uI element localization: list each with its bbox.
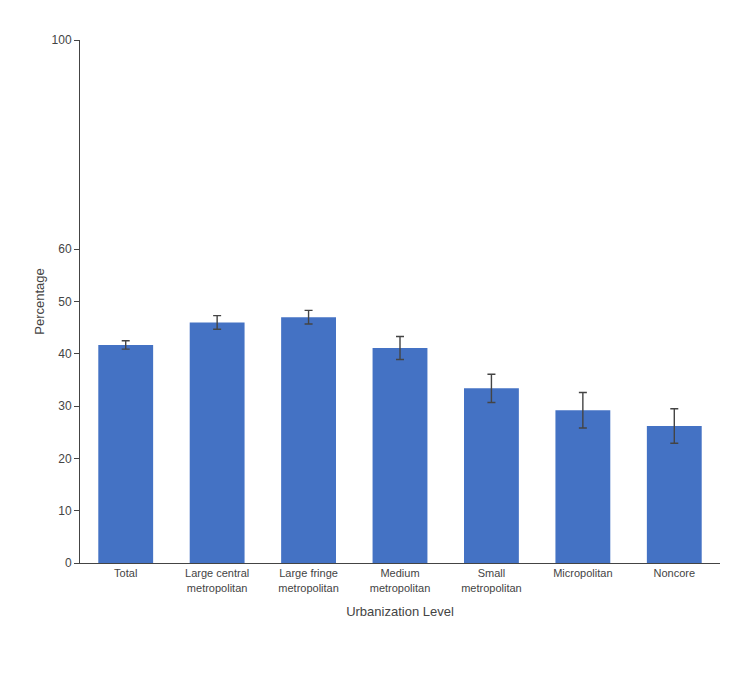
svg-text:50: 50 — [58, 295, 72, 309]
svg-text:0: 0 — [65, 556, 72, 570]
svg-text:30: 30 — [58, 399, 72, 413]
svg-text:Mediummetropolitan: Mediummetropolitan — [370, 567, 431, 593]
svg-text:Large fringemetropolitan: Large fringemetropolitan — [278, 567, 339, 593]
svg-text:Micropolitan: Micropolitan — [553, 567, 612, 579]
svg-text:40: 40 — [58, 347, 72, 361]
svg-text:20: 20 — [58, 452, 72, 466]
svg-text:Smallmetropolitan: Smallmetropolitan — [461, 567, 522, 593]
svg-text:60: 60 — [58, 242, 72, 256]
svg-text:Noncore: Noncore — [654, 567, 696, 579]
svg-text:100: 100 — [52, 33, 72, 47]
svg-text:Percentage: Percentage — [32, 268, 47, 335]
svg-text:Urbanization Level: Urbanization Level — [346, 604, 454, 619]
svg-text:Large centralmetropolitan: Large centralmetropolitan — [185, 567, 249, 593]
svg-text:Total: Total — [114, 567, 137, 579]
svg-text:10: 10 — [58, 504, 72, 518]
